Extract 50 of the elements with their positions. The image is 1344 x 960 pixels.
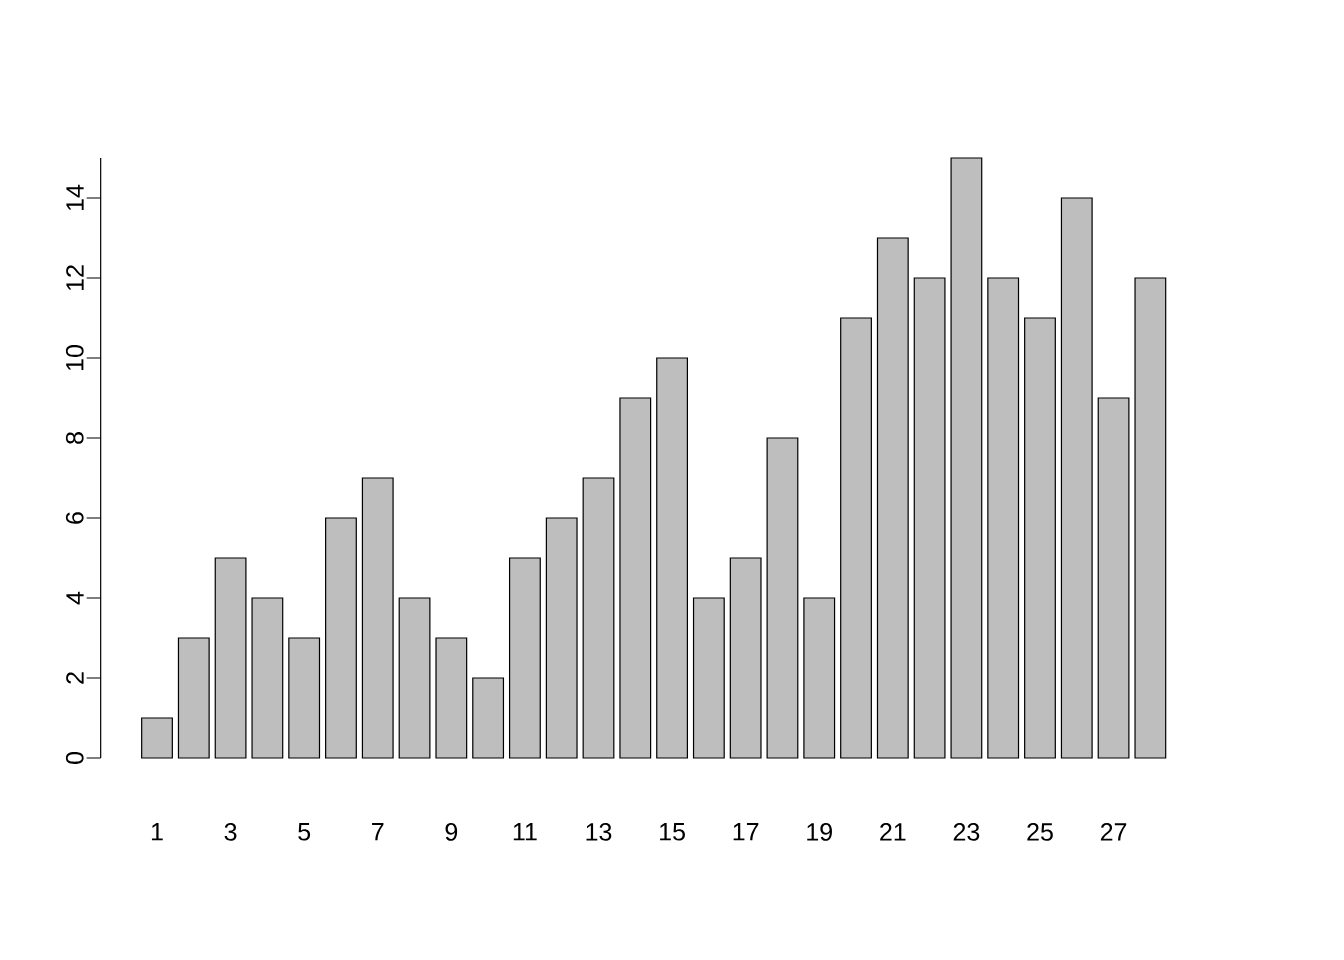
y-tick-label: 14 (66, 184, 84, 210)
y-tick-label: 0 (65, 752, 84, 764)
bar (766, 437, 799, 759)
x-tick-label: 1 (151, 823, 163, 841)
y-tick-label: 12 (66, 265, 84, 290)
y-tick-label: 10 (65, 345, 84, 370)
bar (950, 157, 983, 759)
x-tick-label: 21 (880, 823, 906, 841)
bar (435, 637, 468, 759)
bar (214, 557, 247, 759)
bar (325, 517, 357, 759)
bar (803, 597, 836, 759)
y-tick-label: 4 (66, 591, 84, 605)
x-tick-label: 11 (513, 823, 537, 841)
bar (1134, 277, 1167, 759)
bar (987, 277, 1020, 759)
x-tick-label: 9 (445, 823, 458, 841)
bar (288, 637, 321, 759)
x-tick-label: 5 (298, 823, 311, 841)
x-tick-label: 25 (1027, 823, 1053, 841)
x-tick-label: 3 (224, 823, 237, 841)
bar (508, 557, 541, 759)
bar (913, 277, 946, 759)
bar (692, 597, 725, 759)
x-tick-label: 15 (660, 823, 685, 841)
y-tick-label: 2 (66, 672, 84, 684)
x-tick-label: 27 (1100, 823, 1127, 841)
y-tick-label: 6 (65, 512, 84, 524)
bar (876, 237, 909, 759)
bar (398, 597, 431, 759)
bar (177, 637, 210, 759)
bar (1097, 397, 1130, 759)
x-tick-label: 17 (733, 823, 759, 841)
x-tick-label: 19 (807, 823, 832, 841)
bar (545, 517, 578, 759)
bar (1024, 317, 1056, 759)
bar (361, 477, 394, 759)
bar (472, 677, 505, 759)
bar (656, 357, 688, 759)
x-tick-label: 7 (372, 823, 384, 841)
x-tick-label: 23 (953, 823, 980, 841)
y-tick-label: 8 (65, 432, 84, 444)
bar (1060, 197, 1093, 759)
bar (619, 397, 652, 759)
bar (251, 597, 284, 759)
bar (582, 477, 615, 759)
bar (729, 557, 762, 759)
x-tick-label: 13 (586, 823, 612, 841)
bar (840, 317, 872, 759)
bar (141, 717, 173, 759)
